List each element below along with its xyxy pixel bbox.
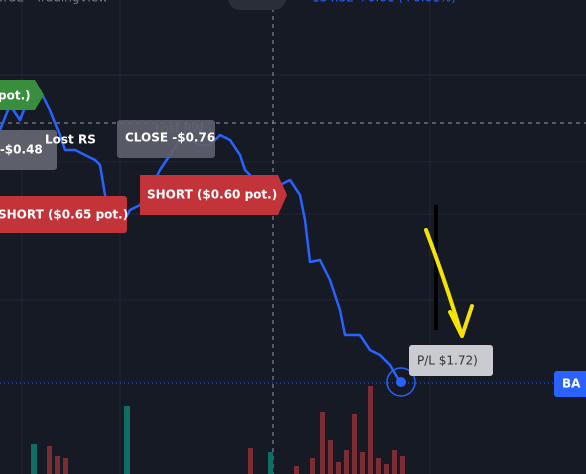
volume bbox=[31, 386, 405, 474]
green-label-text: pot.) bbox=[0, 89, 31, 103]
price-tag bbox=[554, 371, 586, 397]
pill bbox=[228, 0, 286, 10]
short-mid-text: SHORT ($0.60 pot.) bbox=[147, 188, 277, 202]
gray-label-text: L -$0.48 bbox=[0, 143, 43, 157]
pl-label-text: P/L $1.72) bbox=[417, 354, 478, 368]
header-quote: 154.52 +0.01 (+0.01%) bbox=[312, 0, 456, 5]
price-tag-text: BA bbox=[562, 377, 581, 391]
marker-bar bbox=[434, 205, 438, 330]
pl-label bbox=[409, 345, 493, 376]
header-title: RTSE · TradingView bbox=[0, 0, 108, 5]
annotation-arrow bbox=[424, 228, 474, 338]
gray-label bbox=[0, 130, 57, 170]
point bbox=[396, 377, 406, 387]
short-left-text: SHORT ($0.65 pot.) bbox=[0, 208, 128, 222]
green-label bbox=[0, 80, 44, 110]
short-label-mid bbox=[140, 175, 287, 215]
point-ring bbox=[386, 367, 416, 397]
short-label-left bbox=[0, 196, 127, 233]
close-label bbox=[117, 120, 215, 158]
close-label-text: CLOSE -$0.76 bbox=[125, 131, 215, 145]
lost-rs: Lost RS bbox=[45, 133, 96, 147]
